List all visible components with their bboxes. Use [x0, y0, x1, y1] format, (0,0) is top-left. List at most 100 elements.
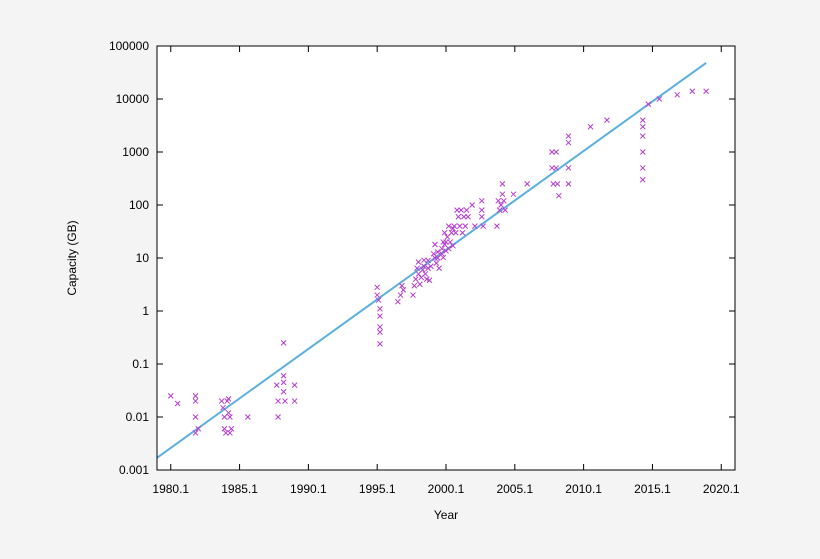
data-point [377, 340, 383, 347]
x-tick-label: 2015.1 [634, 482, 671, 496]
data-point [478, 213, 485, 220]
data-point [496, 207, 503, 213]
data-point [639, 149, 646, 155]
data-point [192, 414, 199, 420]
data-point [604, 117, 610, 123]
data-point [463, 207, 470, 213]
data-point [192, 430, 199, 436]
data-point [244, 414, 251, 420]
data-point [374, 292, 381, 298]
data-point [432, 241, 438, 248]
data-point [499, 181, 506, 187]
data-point [465, 213, 471, 220]
data-point [645, 101, 652, 107]
data-point [434, 249, 441, 255]
trend-line [156, 62, 707, 459]
data-point [498, 202, 504, 208]
data-point [639, 117, 646, 123]
data-point [421, 263, 427, 270]
data-point [377, 313, 383, 319]
data-point [555, 192, 562, 199]
data-point [689, 88, 696, 95]
y-tick-label: 0.01 [126, 410, 150, 424]
data-point [639, 176, 646, 183]
data-point [549, 165, 555, 171]
plot-background [157, 46, 735, 470]
data-point [414, 265, 420, 272]
data-point [225, 395, 232, 402]
data-point [445, 245, 452, 252]
data-point [167, 393, 174, 399]
data-point [441, 229, 448, 236]
data-point [459, 229, 466, 236]
data-point [412, 276, 419, 282]
data-point [221, 425, 228, 432]
x-axis: 1980.1 1985.1 1990.1 1995.1 2000.1 2005.1 2010… [152, 46, 740, 496]
data-point [426, 277, 433, 284]
data-point [400, 287, 407, 293]
data-point [499, 191, 506, 198]
data-point [422, 271, 429, 277]
data-point [565, 133, 572, 139]
y-axis: 0.001 0.01 0.1 1 10 100 1000 10000 100000 [109, 39, 735, 477]
data-point [192, 393, 199, 399]
data-point [494, 223, 500, 229]
data-point [553, 165, 559, 171]
data-point [228, 425, 235, 432]
data-point [462, 223, 469, 229]
data-point [674, 91, 681, 98]
data-point [549, 149, 555, 155]
data-point [394, 298, 401, 305]
data-point [461, 213, 467, 220]
data-point [450, 242, 456, 249]
data-point [500, 197, 507, 204]
data-point [377, 305, 383, 312]
x-tick-label: 1995.1 [359, 482, 396, 496]
data-point [377, 324, 383, 330]
x-tick-label: 2020.1 [703, 482, 740, 496]
data-point [502, 207, 509, 213]
data-point [703, 88, 709, 95]
data-point [443, 239, 449, 245]
data-point [445, 223, 452, 229]
data-point [452, 229, 459, 236]
x-axis-title: Year [434, 508, 458, 522]
data-point [280, 388, 287, 395]
data-point [565, 139, 572, 146]
data-point [433, 260, 440, 266]
data-point [495, 197, 502, 204]
data-point [565, 181, 572, 187]
data-point [472, 223, 478, 229]
data-point [639, 165, 646, 171]
x-tick-label: 2000.1 [428, 482, 465, 496]
chart-marks [156, 62, 709, 459]
x-tick-label: 1990.1 [290, 482, 327, 496]
data-point [415, 259, 422, 265]
data-point [455, 213, 462, 220]
data-point [280, 372, 287, 379]
y-tick-label: 10000 [116, 92, 150, 106]
data-point [510, 191, 517, 198]
data-point [273, 382, 280, 388]
data-point [524, 181, 531, 187]
data-point [227, 414, 233, 420]
data-point [416, 281, 423, 288]
data-point [174, 400, 181, 407]
data-point [222, 430, 229, 436]
data-point [282, 398, 288, 404]
y-tick-label: 100 [129, 198, 149, 212]
y-axis-title: Capacity (GB) [65, 220, 79, 295]
data-point [291, 398, 298, 404]
data-point [399, 282, 405, 289]
data-point [377, 329, 383, 335]
data-point [280, 379, 287, 386]
data-point [375, 297, 382, 304]
data-point [587, 123, 594, 130]
data-point [639, 133, 646, 139]
data-point [440, 254, 447, 261]
data-point [397, 292, 404, 298]
data-point [195, 425, 202, 432]
data-point [291, 382, 298, 388]
data-point [639, 123, 646, 130]
